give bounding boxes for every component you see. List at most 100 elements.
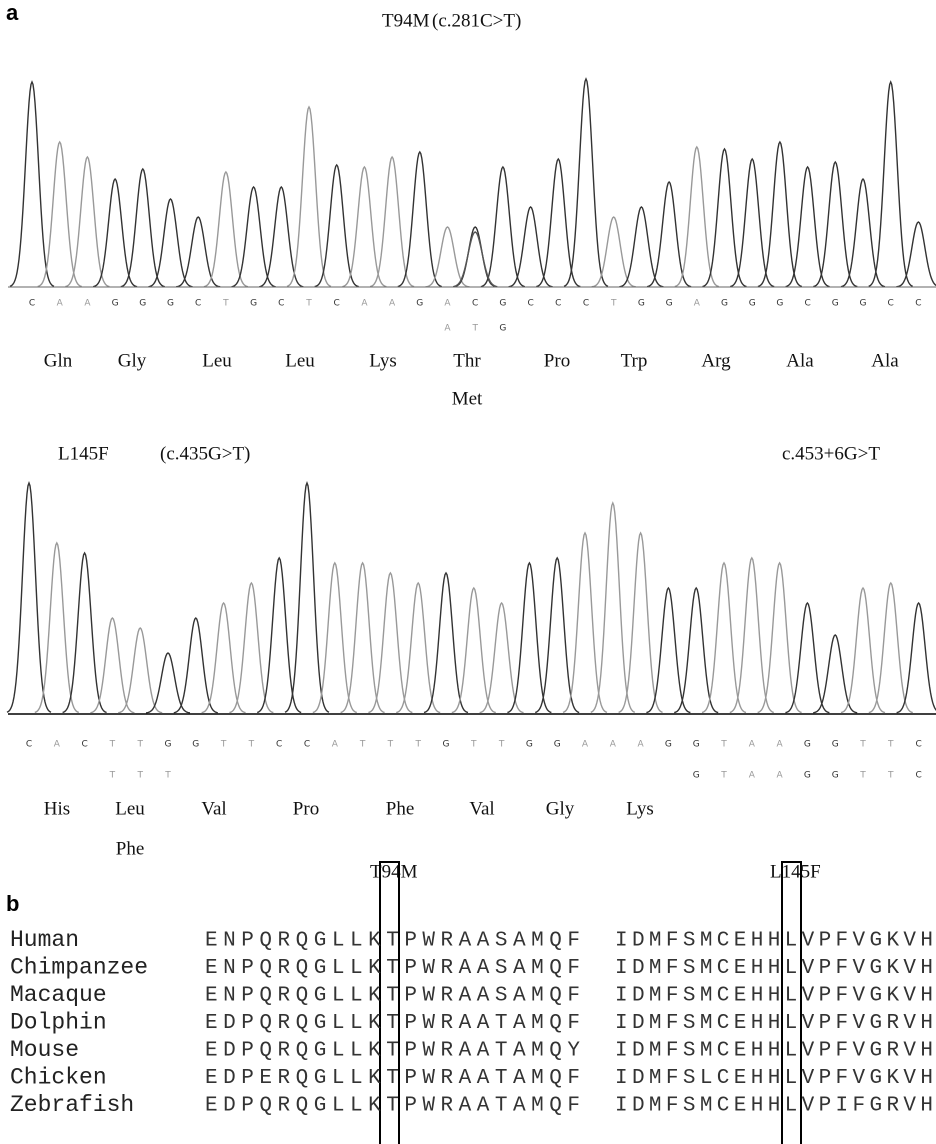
base-call: C: [555, 299, 561, 309]
alt-base-call: A: [777, 771, 784, 781]
amino-acid: Ala: [786, 350, 814, 371]
chromatogram-peak: [813, 635, 857, 713]
amino-acid: Thr: [453, 350, 481, 371]
base-call: G: [693, 740, 700, 750]
base-call: A: [84, 299, 91, 309]
base-call: T: [222, 299, 229, 309]
species-name: Mouse: [10, 1037, 79, 1063]
base-call: A: [638, 740, 645, 750]
base-call: C: [527, 299, 533, 309]
species-name: Macaque: [10, 982, 107, 1008]
alt-amino-acid: Met: [452, 388, 483, 409]
base-call: A: [610, 740, 617, 750]
base-call: C: [276, 740, 282, 750]
chromatogram-peak: [285, 483, 329, 712]
base-call: G: [860, 299, 867, 309]
base-call: C: [334, 299, 340, 309]
base-call: G: [139, 299, 146, 309]
alt-base-call: T: [720, 771, 727, 781]
base-call: T: [387, 740, 394, 750]
amino-acid: Lys: [626, 798, 653, 819]
mutation-hgvs: (c.281C>T): [432, 10, 521, 31]
base-call: G: [832, 299, 839, 309]
base-call: T: [248, 740, 255, 750]
base-call: G: [665, 740, 672, 750]
base-call: A: [54, 740, 61, 750]
base-call: T: [109, 740, 116, 750]
panel-label: a: [6, 0, 19, 25]
amino-acid: Arg: [701, 350, 731, 371]
amino-acid: Gln: [44, 350, 73, 371]
sequence: EDPQRQGLLKTPWRAATAMQF: [205, 1012, 580, 1035]
base-call: C: [915, 740, 921, 750]
chromatogram-peak: [841, 179, 885, 287]
base-call: A: [694, 299, 701, 309]
sequence: ENPQRQGLLKTPWRAASAMQF: [205, 957, 580, 980]
base-call: G: [666, 299, 673, 309]
base-call: G: [167, 299, 174, 309]
species-name: Human: [10, 927, 79, 953]
amino-acid: Pro: [293, 798, 319, 819]
alt-base-call: T: [471, 324, 478, 334]
sequence: IDMFSMCEHHLVPFVGRVH: [615, 1040, 933, 1063]
base-call: T: [305, 299, 312, 309]
chromatogram-peak: [146, 653, 190, 713]
alt-base-call: G: [499, 324, 506, 334]
base-call: C: [888, 299, 894, 309]
chromatogram-peak: [564, 79, 608, 286]
alt-base-call: A: [749, 771, 756, 781]
alt-base-call: T: [109, 771, 116, 781]
base-call: T: [498, 740, 505, 750]
base-call: C: [81, 740, 87, 750]
base-call: G: [832, 740, 839, 750]
amino-acid: Trp: [621, 350, 648, 371]
amino-acid: Gly: [118, 350, 147, 371]
base-call: G: [526, 740, 533, 750]
amino-acid: Val: [201, 798, 226, 819]
base-call: A: [332, 740, 339, 750]
figure: a T94M (c.281C>T) L145F (c.435G>T) c.453…: [0, 0, 936, 1144]
base-call: T: [610, 299, 617, 309]
base-call: T: [470, 740, 477, 750]
base-call: C: [278, 299, 284, 309]
species-name: Chimpanzee: [10, 955, 148, 981]
base-call: C: [804, 299, 810, 309]
sequence: EDPERQGLLKTPWRAATAMQF: [205, 1067, 580, 1090]
chromatogram-peak: [897, 603, 936, 713]
base-call: A: [361, 299, 368, 309]
base-call: T: [136, 740, 143, 750]
chromatogram-peak: [536, 159, 580, 287]
alt-base-call: G: [832, 771, 839, 781]
base-call: A: [777, 740, 784, 750]
base-call: C: [915, 299, 921, 309]
base-call: G: [192, 740, 199, 750]
sequence: IDMFSMCEHHLVPFVGRVH: [615, 1012, 933, 1035]
base-call: G: [443, 740, 450, 750]
sequence: IDMFSMCEHHLVPFVGKVH: [615, 985, 933, 1008]
chromatogram-peak: [509, 207, 553, 287]
mutation-title: L145F: [58, 443, 109, 464]
base-call: C: [29, 299, 35, 309]
amino-acid: Leu: [115, 798, 145, 819]
base-call: G: [638, 299, 645, 309]
amino-acid: Lys: [369, 350, 396, 371]
base-call: G: [554, 740, 561, 750]
base-call: A: [444, 299, 451, 309]
species-name: Zebrafish: [10, 1092, 134, 1118]
base-call: G: [250, 299, 257, 309]
amino-acid: Pro: [544, 350, 570, 371]
base-call: A: [749, 740, 756, 750]
column-header: L145F: [770, 861, 821, 882]
base-call: G: [776, 299, 783, 309]
base-call: T: [220, 740, 227, 750]
amino-acid: Val: [469, 798, 494, 819]
alt-base-call: T: [136, 771, 143, 781]
mutation-hgvs: (c.435G>T): [160, 443, 250, 464]
amino-acid: Gly: [546, 798, 575, 819]
base-call: T: [887, 740, 894, 750]
base-call: G: [749, 299, 756, 309]
column-header: T94M: [370, 861, 418, 882]
alt-amino-acid: Phe: [116, 838, 145, 859]
panel-label: b: [6, 891, 19, 916]
base-call: C: [583, 299, 589, 309]
